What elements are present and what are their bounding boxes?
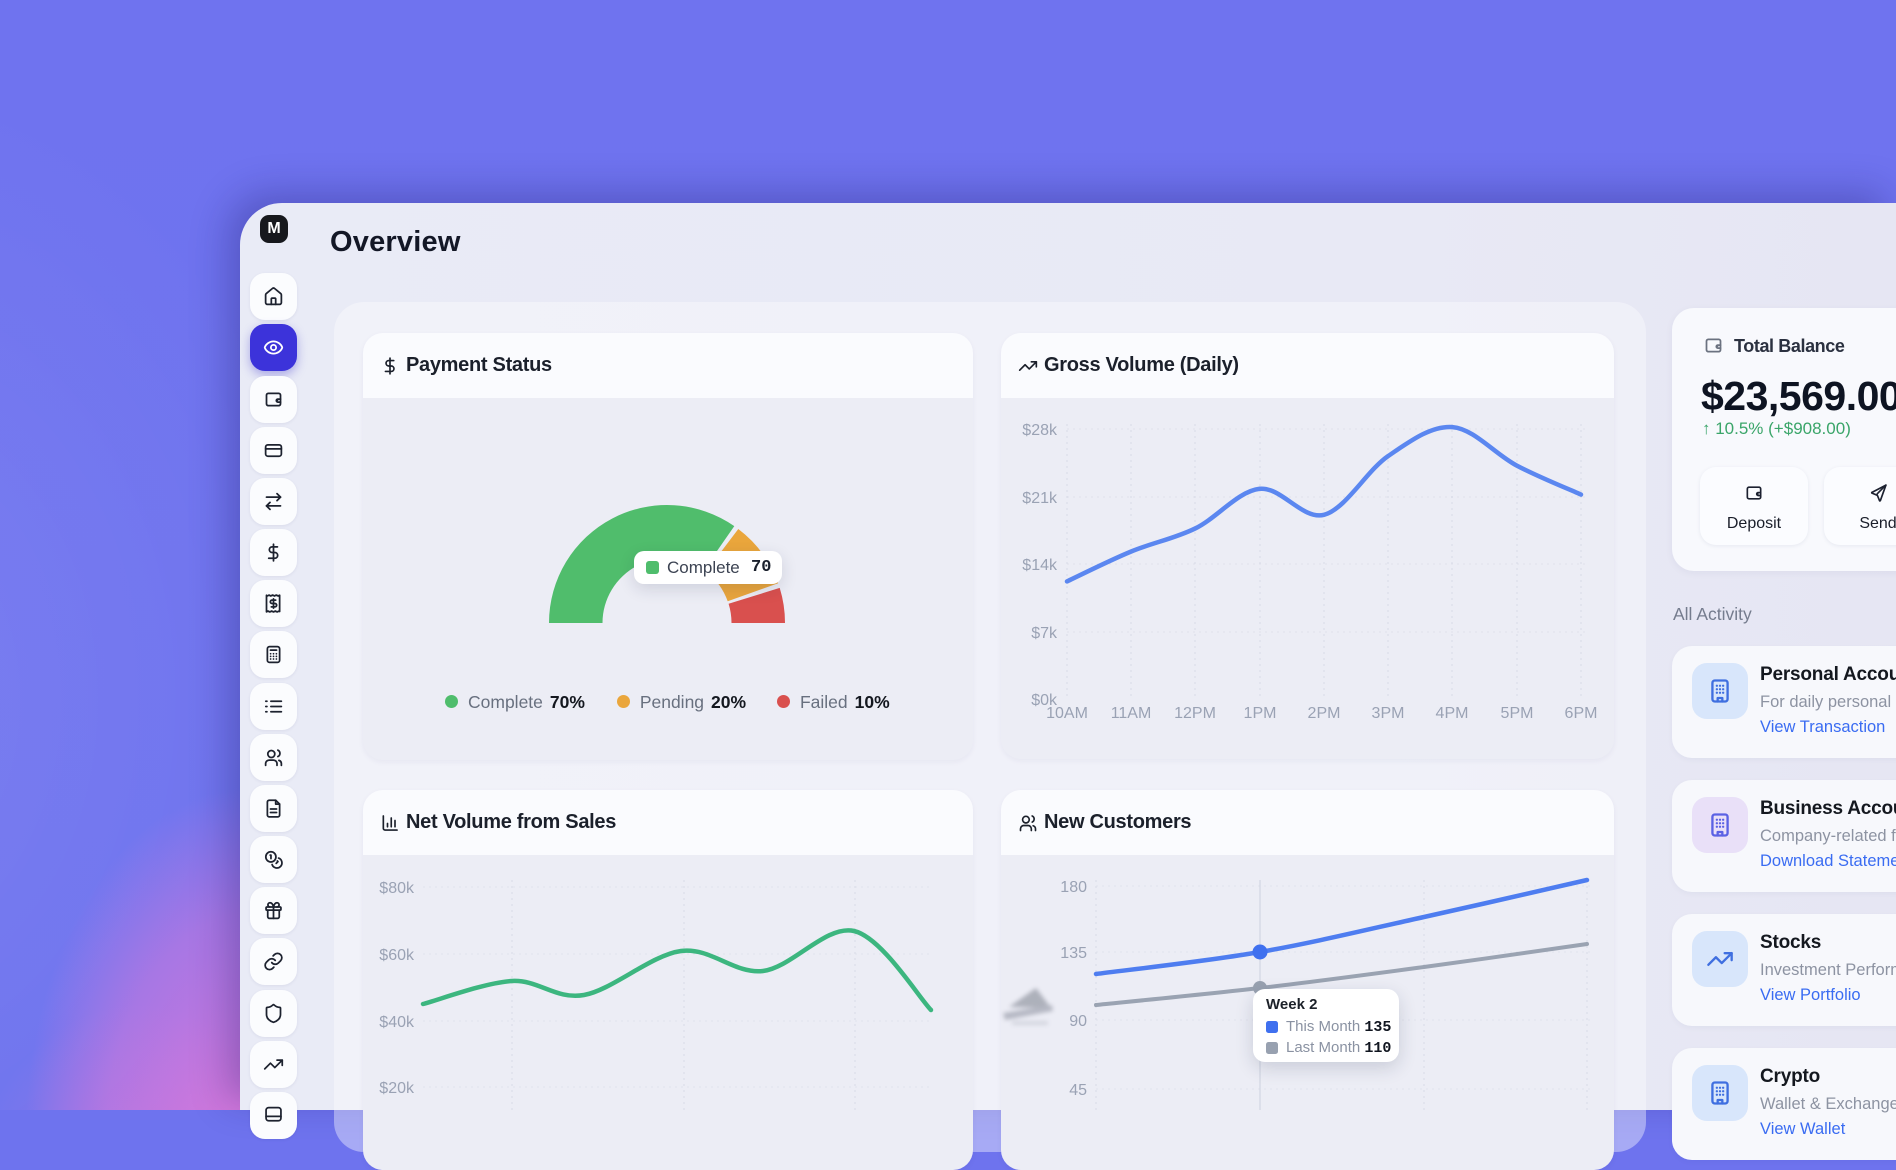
svg-text:$60k: $60k [379,947,415,964]
svg-text:$7k: $7k [1031,625,1058,642]
svg-text:6PM: 6PM [1565,705,1598,722]
svg-text:45: 45 [1069,1082,1087,1099]
svg-text:90: 90 [1069,1013,1087,1030]
svg-text:$14k: $14k [1022,557,1058,574]
svg-text:135: 135 [1060,945,1087,962]
svg-text:12PM: 12PM [1174,705,1216,722]
svg-text:180: 180 [1060,879,1087,896]
svg-text:10AM: 10AM [1046,705,1088,722]
svg-text:3PM: 3PM [1372,705,1405,722]
svg-text:1PM: 1PM [1244,705,1277,722]
svg-text:$20k: $20k [379,1080,415,1097]
svg-text:2PM: 2PM [1308,705,1341,722]
svg-text:4PM: 4PM [1436,705,1469,722]
svg-text:$40k: $40k [379,1014,415,1031]
svg-text:$0k: $0k [1031,692,1058,709]
svg-text:11AM: 11AM [1111,705,1152,722]
svg-text:$21k: $21k [1022,490,1058,507]
svg-text:5PM: 5PM [1501,705,1534,722]
svg-text:$28k: $28k [1022,422,1058,439]
svg-text:$80k: $80k [379,880,415,897]
